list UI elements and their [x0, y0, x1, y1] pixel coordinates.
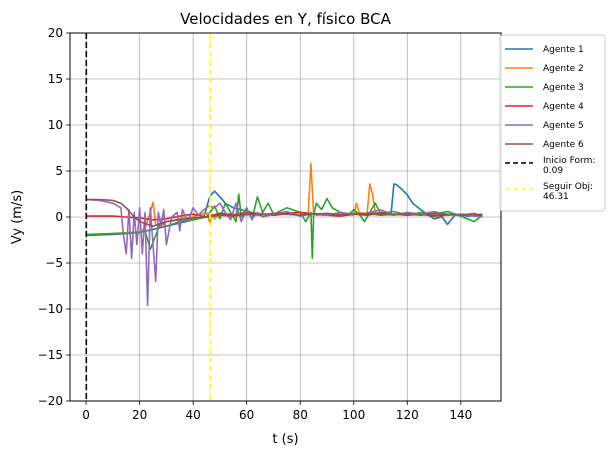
y-tick-label: 20: [48, 26, 63, 40]
x-tick-label: 120: [396, 408, 419, 422]
series-line-agente-1: [86, 183, 483, 237]
x-tick-label: 40: [186, 408, 201, 422]
legend-label: 46.31: [543, 192, 569, 202]
vline-layer: [85, 33, 211, 401]
y-tick-label: −15: [38, 348, 63, 362]
y-tick-label: 10: [48, 118, 63, 132]
chart-title: Velocidades en Y, físico BCA: [180, 10, 391, 28]
y-tick-label: −10: [38, 302, 63, 316]
x-tick-label: 60: [239, 408, 254, 422]
legend-label: Agente 2: [543, 64, 584, 74]
y-tick-label: 5: [55, 164, 63, 178]
x-tick-label: 80: [293, 408, 308, 422]
legend-label: Agente 5: [543, 121, 584, 131]
series-line-agente-3: [86, 193, 483, 260]
legend-label: 0.09: [543, 166, 563, 176]
x-tick-label: 100: [342, 408, 365, 422]
y-tick-label: −5: [45, 256, 63, 270]
y-tick-label: 0: [55, 210, 63, 224]
y-tick-label: 15: [48, 72, 63, 86]
legend-label: Agente 1: [543, 45, 584, 55]
legend-label: Agente 6: [543, 140, 584, 150]
series-layer: [86, 162, 483, 307]
x-tick-label: 20: [132, 408, 147, 422]
legend-label: Agente 3: [543, 83, 584, 93]
legend-label: Seguir Obj:: [543, 182, 593, 192]
x-axis-label: t (s): [272, 432, 298, 447]
legend-label: Inicio Form:: [543, 156, 595, 166]
x-tick-label: 140: [449, 408, 472, 422]
series-line-agente-6: [86, 198, 483, 227]
legend-label: Agente 4: [543, 102, 584, 112]
x-tick-label: 0: [82, 408, 90, 422]
legend-box: [499, 34, 606, 212]
ticks: 0 20 40 60 80 100 120 140 −20 −15 −10 −5 0 5 10 15 20: [38, 26, 473, 422]
legend: Agente 1 Agente 2 Agente 3 Agente 4 Agente 5…: [499, 34, 606, 212]
y-axis-label: Vy (m/s): [10, 190, 25, 244]
y-tick-label: −20: [38, 394, 63, 408]
